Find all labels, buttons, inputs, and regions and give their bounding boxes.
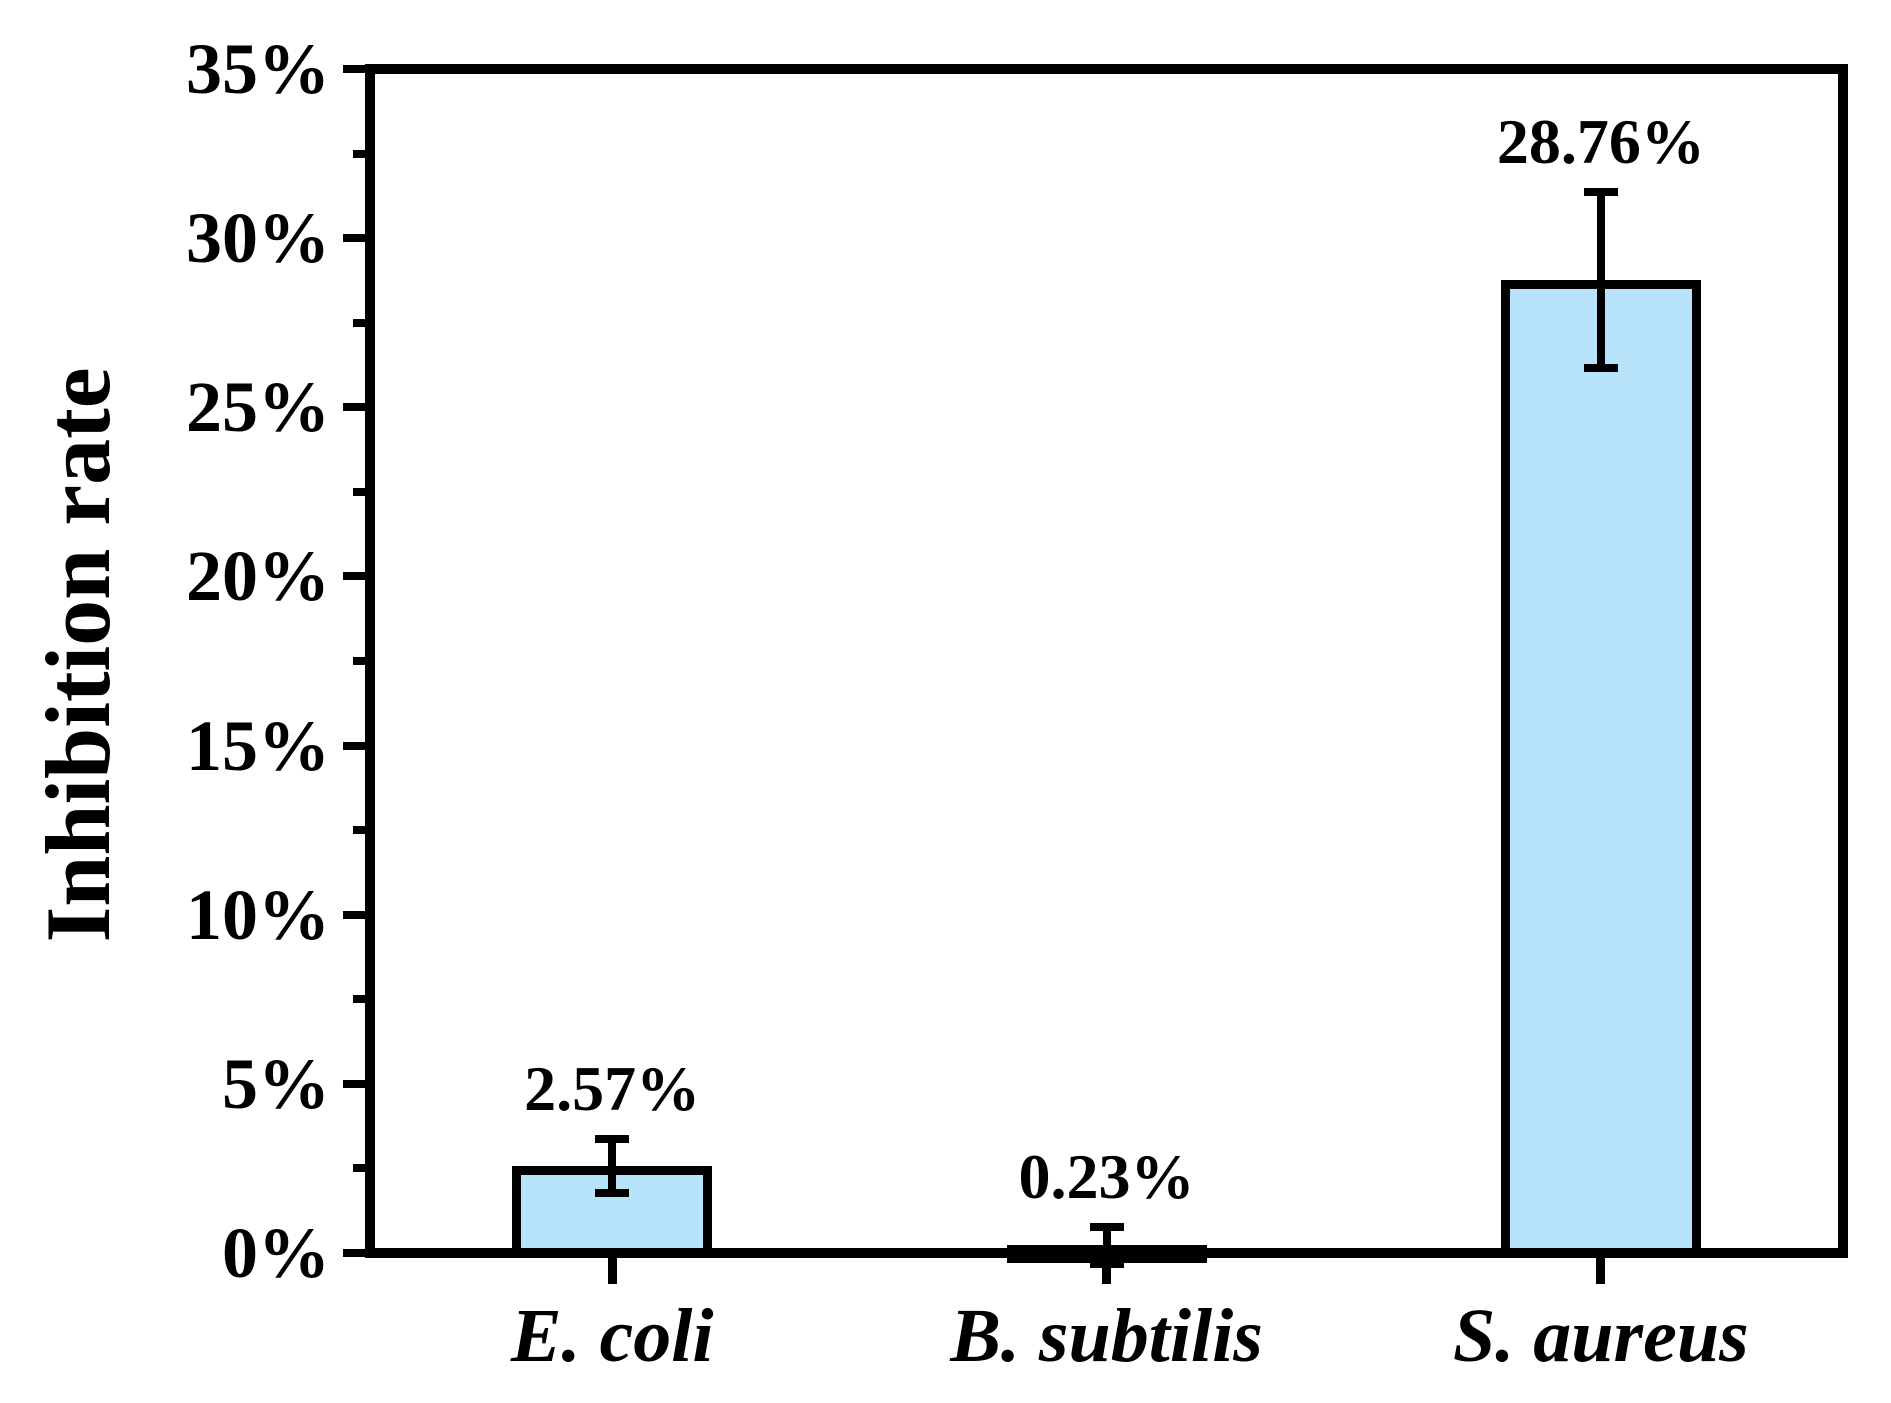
x-axis-category-label: B. subtilis (950, 1294, 1263, 1378)
y-axis-minor-tick (353, 826, 365, 835)
y-axis-minor-tick (353, 318, 365, 327)
y-axis-major-tick (343, 403, 365, 412)
y-axis-minor-tick (353, 657, 365, 665)
y-axis-major-tick (343, 572, 365, 581)
y-axis-major-tick (343, 1249, 365, 1257)
y-axis-major-tick (343, 741, 365, 750)
y-axis-tick-label: 35% (186, 29, 330, 109)
error-bar-cap-bottom (595, 1189, 630, 1198)
bar-s-aureus (1500, 280, 1701, 1258)
bar-value-label: 28.76% (1496, 106, 1705, 178)
y-axis-major-tick (343, 234, 365, 243)
bar-value-label: 2.57% (524, 1052, 701, 1124)
error-bar-cap-top (595, 1134, 630, 1143)
y-axis-tick-label: 0% (222, 1213, 330, 1293)
y-axis-tick-label: 25% (186, 367, 330, 448)
y-axis-major-tick (343, 65, 365, 73)
y-axis-minor-tick (353, 149, 365, 158)
y-axis-major-tick (343, 910, 365, 919)
error-bar-line (1596, 192, 1605, 369)
y-axis-tick-label: 5% (222, 1043, 330, 1124)
bar-value-label: 0.23% (1018, 1140, 1195, 1212)
y-axis-tick-label: 30% (186, 198, 330, 279)
error-bar-cap-top (1583, 188, 1618, 197)
y-axis-minor-tick (353, 487, 365, 496)
error-bar-line (1102, 1226, 1111, 1264)
x-axis-category-label: E. coli (510, 1294, 714, 1378)
error-bar-cap-bottom (1089, 1259, 1124, 1268)
y-axis-minor-tick (353, 1164, 365, 1173)
y-axis-tick-label: 20% (186, 536, 330, 617)
y-axis-tick-label: 10% (186, 874, 330, 955)
x-axis-major-tick (1102, 1258, 1111, 1284)
x-axis-category-label: S. aureus (1452, 1294, 1749, 1378)
x-axis-major-tick (607, 1258, 617, 1284)
y-axis-minor-tick (353, 995, 365, 1004)
y-axis-tick-label: 15% (186, 705, 330, 786)
error-bar-line (608, 1138, 617, 1194)
error-bar-cap-bottom (1583, 364, 1618, 373)
x-axis-major-tick (1596, 1258, 1606, 1284)
y-axis-title: Inhibition rate (27, 367, 129, 943)
error-bar-cap-top (1089, 1222, 1124, 1231)
y-axis-major-tick (343, 1079, 365, 1088)
